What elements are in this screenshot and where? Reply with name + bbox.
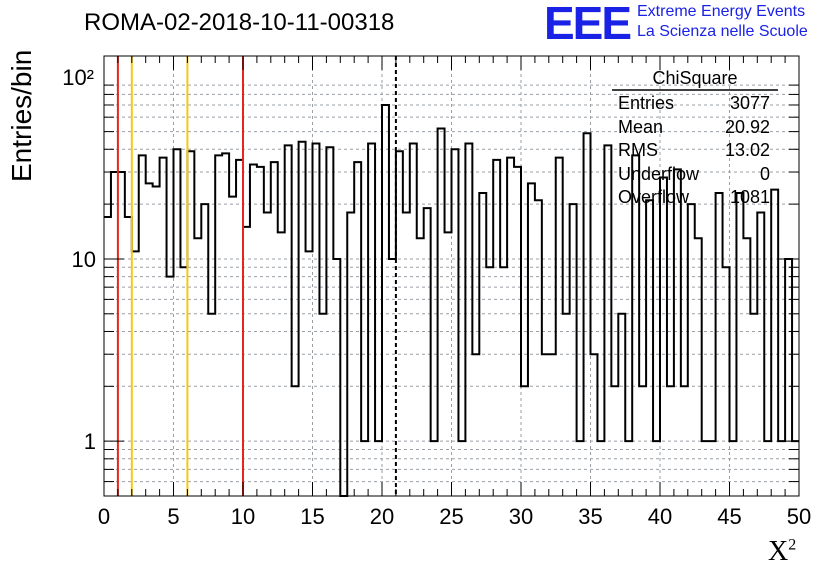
stats-label: RMS — [618, 140, 658, 160]
stats-label: Entries — [618, 93, 675, 113]
x-tick-label: 50 — [787, 504, 811, 529]
stats-value: 1081 — [729, 187, 770, 207]
stats-label: Overflow — [618, 187, 690, 207]
x-tick-label: 45 — [717, 504, 741, 529]
x-axis-label: X2 — [768, 536, 797, 567]
x-tick-label: 25 — [439, 504, 463, 529]
y-tick-label: 10² — [62, 65, 94, 90]
x-tick-label: 5 — [167, 504, 179, 529]
x-tick-label: 35 — [578, 504, 602, 529]
y-axis-label: Entries/bin — [6, 49, 37, 182]
stats-row-entries: Entries 3077 — [618, 93, 770, 114]
stats-row-rms: RMS 13.02 — [618, 140, 770, 161]
stats-box-title: ChiSquare — [652, 68, 738, 88]
x-tick-label: 20 — [370, 504, 394, 529]
x-tick-label: 30 — [509, 504, 533, 529]
stats-row-overflow: Overflow 1081 — [618, 187, 770, 208]
x-tick-label: 15 — [300, 504, 324, 529]
logo-line-1: Extreme Energy Events — [637, 3, 806, 20]
chart-title: ROMA-02-2018-10-11-00318 — [84, 9, 395, 36]
y-tick-label: 10 — [72, 247, 96, 272]
logo-line-2: La Scienza nelle Scuole — [637, 23, 808, 40]
stats-value: 3077 — [729, 93, 770, 113]
x-tick-label: 40 — [648, 504, 672, 529]
stats-label: Underflow — [618, 164, 700, 184]
histogram-series — [104, 103, 799, 497]
x-tick-label: 10 — [231, 504, 255, 529]
x-tick-label: 0 — [98, 504, 110, 529]
stats-row-underflow: Underflow 0 — [618, 164, 770, 185]
stats-value: 20.92 — [724, 117, 770, 137]
y-tick-label: 1 — [84, 429, 96, 454]
stats-row-mean: Mean 20.92 — [618, 117, 770, 138]
eee-logo: EEE — [544, 0, 632, 49]
stats-value: 0 — [759, 164, 770, 184]
stats-value: 13.02 — [724, 140, 770, 160]
stats-label: Mean — [618, 117, 664, 137]
